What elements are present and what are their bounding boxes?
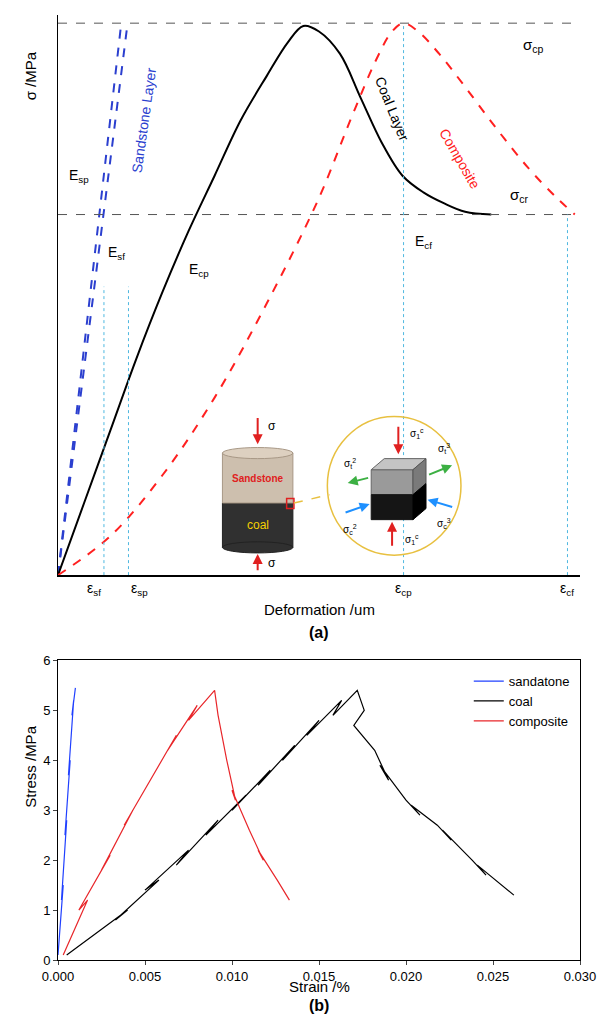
svg-text:Stress /MPa: Stress /MPa — [22, 725, 39, 807]
svg-text:(a): (a) — [309, 624, 329, 641]
svg-text:0.010: 0.010 — [216, 969, 249, 984]
svg-text:0.020: 0.020 — [390, 969, 423, 984]
svg-text:3: 3 — [43, 803, 50, 818]
svg-text:5: 5 — [43, 703, 50, 718]
svg-text:Deformation /um: Deformation /um — [264, 601, 375, 618]
svg-text:E​sp​: E​sp​ — [69, 167, 89, 185]
svg-text:(b): (b) — [309, 997, 329, 1014]
svg-text:σ: σ — [268, 556, 276, 570]
svg-text:σ​1​​c​: σ​1​​c​ — [405, 533, 419, 546]
svg-text:σ​1​​c​: σ​1​​c​ — [410, 427, 424, 440]
svg-text:Composite: Composite — [436, 126, 483, 192]
svg-text:4: 4 — [43, 753, 50, 768]
svg-text:E​sf​: E​sf​ — [108, 244, 125, 262]
svg-text:σ​c​​3​: σ​c​​3​ — [437, 517, 451, 530]
svg-text:ε​cf​: ε​cf​ — [560, 580, 574, 598]
svg-text:6: 6 — [43, 653, 50, 668]
svg-text:Sandstone Layer: Sandstone Layer — [129, 67, 160, 174]
svg-text:ε​sp​: ε​sp​ — [131, 580, 148, 598]
svg-text:Coal Layer: Coal Layer — [372, 74, 412, 143]
svg-text:E​cf​: E​cf​ — [415, 233, 432, 251]
svg-text:ε​cp​: ε​cp​ — [395, 580, 412, 598]
svg-text:sandatone: sandatone — [509, 674, 570, 689]
svg-text:σ​t​​2​: σ​t​​2​ — [344, 457, 356, 470]
svg-text:composite: composite — [509, 714, 568, 729]
svg-text:ε​sf​: ε​sf​ — [87, 580, 101, 598]
svg-text:1: 1 — [43, 903, 50, 918]
svg-text:2: 2 — [43, 853, 50, 868]
svg-text:0: 0 — [43, 953, 50, 968]
svg-text:coal: coal — [509, 694, 533, 709]
svg-text:σ: σ — [268, 419, 276, 433]
svg-text:Sandstone: Sandstone — [232, 473, 284, 484]
svg-text:σ​cp​: σ​cp​ — [523, 36, 544, 55]
svg-text:0.030: 0.030 — [564, 969, 597, 984]
svg-text:0.015: 0.015 — [303, 969, 336, 984]
svg-text:σ​c​​2​: σ​c​​2​ — [343, 523, 357, 536]
svg-text:coal: coal — [247, 518, 269, 532]
svg-text:0.000: 0.000 — [42, 969, 75, 984]
svg-text:E​cp​: E​cp​ — [189, 261, 209, 279]
svg-text:0.025: 0.025 — [477, 969, 510, 984]
svg-text:σ​t​​3​: σ​t​​3​ — [438, 442, 450, 455]
svg-text:σ /MPa: σ /MPa — [22, 51, 39, 100]
svg-text:0.005: 0.005 — [129, 969, 162, 984]
svg-text:σ​cr​: σ​cr​ — [510, 186, 529, 205]
svg-text:Strain /%: Strain /% — [289, 978, 350, 995]
